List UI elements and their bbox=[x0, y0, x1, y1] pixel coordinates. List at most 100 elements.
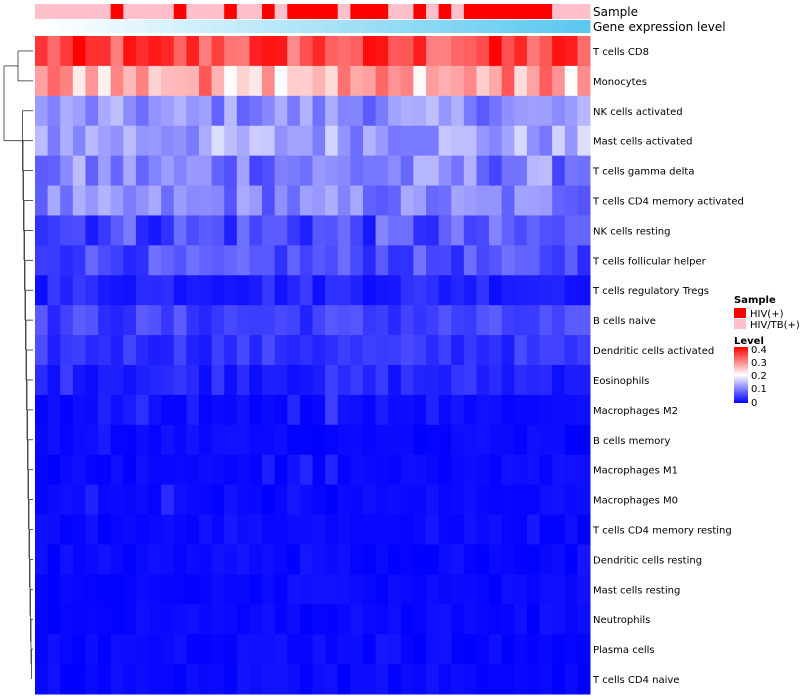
gene-expression-cell bbox=[526, 20, 541, 33]
heatmap-cell bbox=[98, 185, 112, 216]
heatmap-cell bbox=[526, 394, 541, 426]
heatmap-cell bbox=[274, 305, 288, 336]
heatmap-cell bbox=[161, 245, 175, 276]
heatmap-cell bbox=[85, 454, 99, 486]
heatmap-cell bbox=[564, 514, 578, 545]
heatmap-cell bbox=[224, 275, 238, 306]
heatmap-cell bbox=[262, 484, 276, 516]
heatmap-cell bbox=[236, 215, 250, 246]
heatmap-cell bbox=[98, 275, 112, 306]
heatmap-cell bbox=[564, 484, 578, 516]
heatmap-cell bbox=[60, 634, 74, 665]
heatmap-cell bbox=[236, 574, 250, 605]
heatmap-cell bbox=[476, 245, 490, 276]
heatmap-cell bbox=[135, 454, 150, 486]
row-label: Macrophages M0 bbox=[593, 496, 678, 507]
heatmap-cell bbox=[249, 185, 263, 216]
heatmap-cell bbox=[110, 664, 124, 695]
heatmap-cell bbox=[299, 514, 313, 545]
heatmap-cell bbox=[514, 275, 528, 306]
heatmap-cell bbox=[72, 424, 86, 456]
gene-expression-cell bbox=[262, 20, 276, 33]
heatmap-cell bbox=[173, 634, 187, 665]
heatmap-cell bbox=[211, 335, 225, 366]
heatmap-cell bbox=[211, 36, 225, 67]
sample-cell bbox=[135, 4, 150, 19]
heatmap-cell bbox=[135, 514, 150, 545]
heatmap-cell bbox=[375, 454, 389, 486]
heatmap-cell bbox=[123, 484, 137, 516]
heatmap-cell bbox=[501, 245, 515, 276]
heatmap-cell bbox=[274, 125, 288, 157]
heatmap-cell bbox=[337, 36, 351, 67]
heatmap-cell bbox=[299, 544, 313, 575]
heatmap-cell bbox=[476, 95, 490, 127]
heatmap-cell bbox=[72, 544, 86, 575]
heatmap-cell bbox=[224, 424, 238, 456]
heatmap-cell bbox=[173, 484, 187, 516]
heatmap-cell bbox=[413, 365, 427, 396]
heatmap-cell bbox=[186, 574, 200, 605]
heatmap-cell bbox=[362, 484, 377, 516]
heatmap-cell bbox=[564, 634, 578, 665]
heatmap-cell bbox=[60, 36, 74, 67]
heatmap-cell bbox=[110, 544, 124, 575]
heatmap-cell bbox=[236, 544, 250, 575]
heatmap-cell bbox=[173, 335, 187, 366]
heatmap-cell bbox=[72, 245, 86, 276]
heatmap-cell bbox=[564, 275, 578, 306]
heatmap-cell bbox=[98, 36, 112, 67]
heatmap-cell bbox=[72, 275, 86, 306]
heatmap-cell bbox=[236, 305, 250, 336]
heatmap-cell bbox=[400, 544, 414, 575]
heatmap-cell bbox=[186, 335, 200, 366]
heatmap-cell bbox=[489, 484, 503, 516]
heatmap-cell bbox=[123, 454, 137, 486]
heatmap-cell bbox=[72, 305, 86, 336]
heatmap-cell bbox=[362, 454, 377, 486]
heatmap-cell bbox=[161, 65, 175, 97]
heatmap-cell bbox=[35, 394, 49, 426]
heatmap-cell bbox=[426, 65, 440, 97]
heatmap-cell bbox=[325, 574, 339, 605]
heatmap-cell bbox=[47, 155, 61, 187]
heatmap-cell bbox=[299, 664, 313, 695]
heatmap-cell bbox=[249, 634, 263, 665]
heatmap-cell bbox=[350, 574, 364, 605]
heatmap-cell bbox=[249, 664, 263, 695]
heatmap-cell bbox=[489, 125, 503, 157]
heatmap-cell bbox=[577, 36, 591, 67]
heatmap-cell bbox=[375, 574, 389, 605]
heatmap-cell bbox=[110, 95, 124, 127]
heatmap-cell bbox=[388, 185, 402, 216]
heatmap-cell bbox=[198, 484, 213, 516]
heatmap-cell bbox=[262, 275, 276, 306]
heatmap-cell bbox=[161, 335, 175, 366]
heatmap-cell bbox=[312, 604, 326, 635]
heatmap-cell bbox=[110, 275, 124, 306]
heatmap-cell bbox=[249, 215, 263, 246]
heatmap-cell bbox=[123, 365, 137, 396]
heatmap-cell bbox=[489, 245, 503, 276]
heatmap-cell bbox=[85, 95, 99, 127]
heatmap-cell bbox=[72, 155, 86, 187]
heatmap-cell bbox=[110, 335, 124, 366]
heatmap-cell bbox=[173, 514, 187, 545]
heatmap-cell bbox=[438, 95, 452, 127]
gene-expression-cell bbox=[476, 20, 490, 33]
heatmap-cell bbox=[552, 65, 566, 97]
heatmap-cell bbox=[526, 544, 541, 575]
heatmap-cell bbox=[501, 125, 515, 157]
heatmap-cell bbox=[526, 365, 541, 396]
heatmap-cell bbox=[514, 305, 528, 336]
heatmap-cell bbox=[211, 155, 225, 187]
heatmap-cell bbox=[375, 664, 389, 695]
heatmap-cell bbox=[564, 365, 578, 396]
heatmap-cell bbox=[438, 544, 452, 575]
heatmap-cell bbox=[514, 155, 528, 187]
heatmap-cell bbox=[60, 514, 74, 545]
heatmap-cell bbox=[135, 155, 150, 187]
heatmap-cell bbox=[236, 604, 250, 635]
heatmap-cell bbox=[564, 424, 578, 456]
heatmap-cell bbox=[161, 125, 175, 157]
